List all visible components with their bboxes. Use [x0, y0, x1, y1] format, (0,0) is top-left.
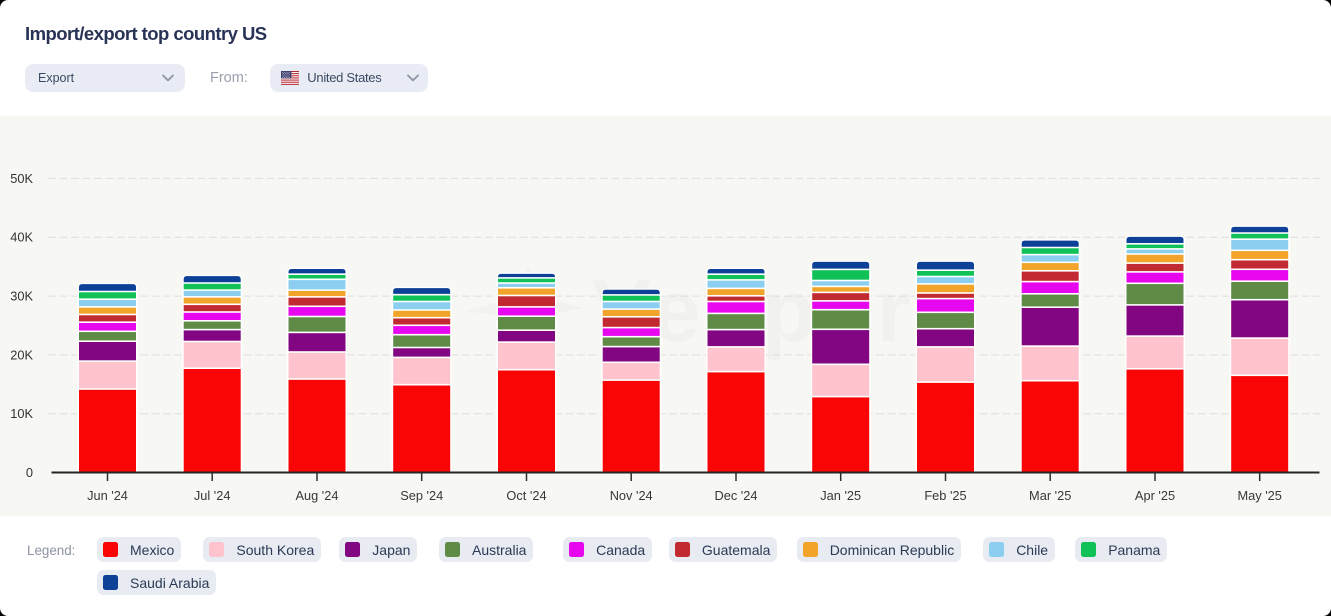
svg-text:40K: 40K	[10, 230, 33, 245]
svg-text:Feb '25: Feb '25	[924, 488, 966, 503]
svg-text:Sep '24: Sep '24	[400, 488, 443, 503]
svg-text:Aug '24: Aug '24	[295, 488, 338, 503]
svg-text:Nov '24: Nov '24	[610, 488, 653, 503]
svg-text:Apr '25: Apr '25	[1135, 488, 1175, 503]
svg-text:Jun '24: Jun '24	[87, 488, 128, 503]
svg-text:Mar '25: Mar '25	[1029, 488, 1071, 503]
svg-text:0: 0	[26, 465, 33, 480]
svg-text:20K: 20K	[10, 347, 33, 362]
svg-text:May '25: May '25	[1237, 488, 1281, 503]
svg-text:Jul '24: Jul '24	[194, 488, 231, 503]
svg-text:10K: 10K	[10, 406, 33, 421]
svg-text:50K: 50K	[10, 171, 33, 186]
svg-text:Dec '24: Dec '24	[715, 488, 758, 503]
svg-text:30K: 30K	[10, 289, 33, 304]
svg-text:Oct '24: Oct '24	[506, 488, 546, 503]
svg-text:Jan '25: Jan '25	[820, 488, 861, 503]
